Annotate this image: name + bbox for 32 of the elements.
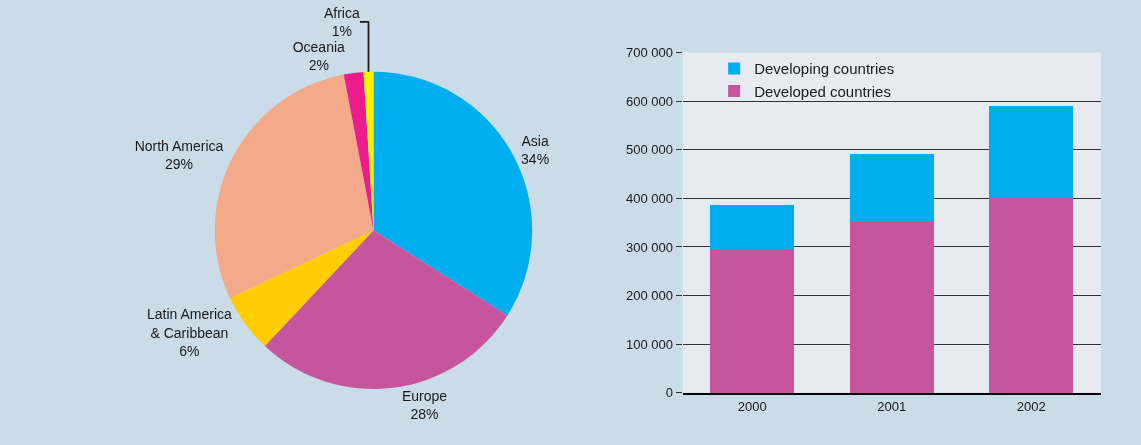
bar <box>989 198 1074 393</box>
y-tick-label: 100 000 <box>625 336 673 352</box>
data-label: 2% <box>308 57 329 74</box>
y-tick-label: 200 000 <box>625 288 673 304</box>
x-tick-label: 2002 <box>1016 398 1046 414</box>
slice-label: Asia <box>521 132 549 149</box>
y-tick-label: 600 000 <box>625 93 673 109</box>
bar <box>710 204 795 250</box>
y-tick-label: 0 <box>665 385 673 401</box>
bar <box>849 220 934 393</box>
data-label: 1% <box>331 23 352 40</box>
y-tick-label: 400 000 <box>625 190 673 206</box>
bar <box>989 105 1074 199</box>
slice-label: Europe <box>401 387 448 404</box>
legend-label: Developed countries <box>754 82 891 100</box>
bar <box>849 153 934 221</box>
x-tick-label: 2000 <box>737 398 767 414</box>
slice-label: North America <box>134 137 224 154</box>
legend-label: Developing countries <box>754 60 895 78</box>
x-tick-label: 2001 <box>877 398 907 414</box>
y-tick-label: 700 000 <box>625 44 673 60</box>
pie-slice <box>264 230 508 390</box>
bar <box>710 249 795 393</box>
slice-label: Africa <box>323 4 360 21</box>
slice-label: Oceania <box>292 39 346 56</box>
slice-label: Latin America & Caribbean <box>146 306 233 341</box>
data-label: 29% <box>164 155 194 172</box>
data-label: 28% <box>410 405 439 422</box>
y-tick-label: 300 000 <box>625 239 673 255</box>
y-tick-label: 500 000 <box>625 142 673 158</box>
data-label: 34% <box>521 151 550 168</box>
data-label: 6% <box>179 342 200 359</box>
